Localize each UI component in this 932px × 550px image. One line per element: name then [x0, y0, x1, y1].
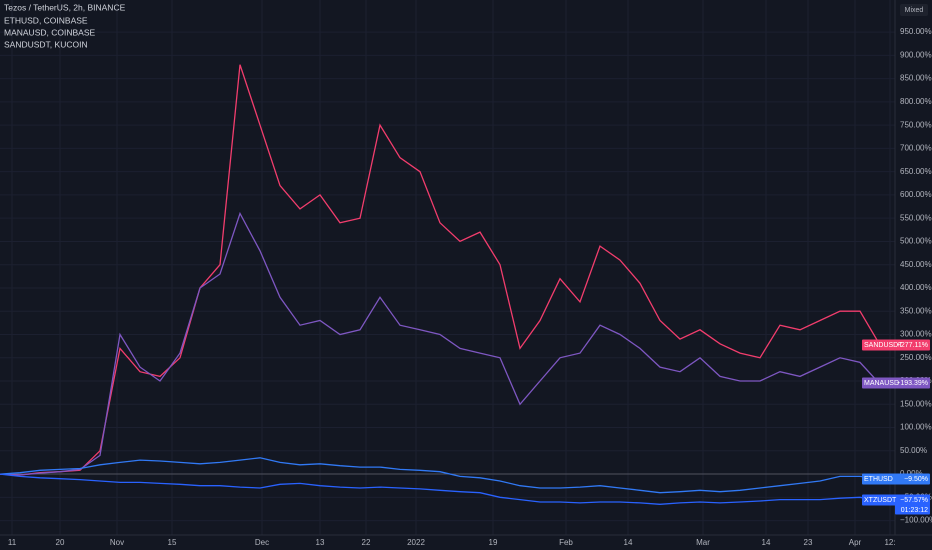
- x-tick-label: Mar: [696, 538, 710, 547]
- price-tag-value: +277.11%: [897, 342, 928, 349]
- legend-entry: SANDUSDT, KUCOIN: [4, 39, 88, 49]
- y-tick-label: −100.00%: [900, 516, 932, 525]
- legend-entry: MANAUSD, COINBASE: [4, 27, 95, 37]
- y-tick-label: 100.00%: [900, 423, 932, 432]
- x-tick-label: 13: [316, 538, 325, 547]
- price-tag-name: ETHUSD: [864, 476, 893, 483]
- legend-title: Tezos / TetherUS, 2h, BINANCE: [4, 2, 126, 12]
- x-tick-label: 11: [8, 538, 17, 547]
- y-tick-label: 550.00%: [900, 213, 932, 222]
- x-tick-label: 14: [624, 538, 633, 547]
- y-tick-label: 350.00%: [900, 306, 932, 315]
- x-tick-label: 20: [56, 538, 65, 547]
- y-tick-label: 950.00%: [900, 27, 932, 36]
- price-tag: [862, 473, 930, 485]
- x-tick-label: 12:: [884, 538, 895, 547]
- scale-button[interactable]: [900, 4, 928, 16]
- y-tick-label: 600.00%: [900, 190, 932, 199]
- price-tag-value: +193.39%: [896, 380, 928, 387]
- x-tick-label: Feb: [559, 538, 573, 547]
- y-tick-label: 750.00%: [900, 120, 932, 129]
- y-tick-label: 800.00%: [900, 97, 932, 106]
- countdown: 01:23:12: [901, 507, 928, 514]
- series-line: [0, 211, 881, 476]
- countdown-bg: [895, 504, 930, 515]
- y-tick-label: 500.00%: [900, 237, 932, 246]
- price-tag: [862, 494, 930, 506]
- x-tick-label: 14: [762, 538, 771, 547]
- y-tick-label: 400.00%: [900, 283, 932, 292]
- y-tick-label: 250.00%: [900, 353, 932, 362]
- y-tick-label: 850.00%: [900, 74, 932, 83]
- price-tag: [862, 377, 930, 389]
- x-tick-label: 19: [489, 538, 498, 547]
- y-tick-label: 50.00%: [900, 446, 927, 455]
- y-tick-label: 650.00%: [900, 167, 932, 176]
- price-tag-name: XTZUSDT: [864, 497, 897, 504]
- x-tick-label: Apr: [849, 538, 862, 547]
- y-tick-label: 150.00%: [900, 399, 932, 408]
- series-line: [0, 457, 881, 494]
- x-tick-label: 23: [804, 538, 813, 547]
- series-line: [0, 64, 881, 476]
- scale-button-label[interactable]: Mixed: [905, 7, 924, 14]
- x-tick-label: 2022: [407, 538, 425, 547]
- plot: [0, 64, 881, 505]
- price-tag-value: −57.57%: [900, 497, 928, 504]
- price-tag: [862, 339, 930, 351]
- price-tag-value: −9.50%: [904, 476, 928, 483]
- y-tick-label: 300.00%: [900, 330, 932, 339]
- price-tag-name: SANDUSDT: [864, 342, 903, 349]
- y-tick-label: 450.00%: [900, 260, 932, 269]
- legend-entry: ETHUSD, COINBASE: [4, 15, 88, 25]
- price-tag-name: MANAUSD: [864, 380, 899, 387]
- series-line: [0, 473, 881, 505]
- y-tick-label: 700.00%: [900, 144, 932, 153]
- x-tick-label: Nov: [110, 538, 124, 547]
- x-tick-label: 22: [362, 538, 371, 547]
- y-tick-label: 900.00%: [900, 50, 932, 59]
- x-tick-label: 15: [168, 538, 177, 547]
- x-tick-label: Dec: [255, 538, 269, 547]
